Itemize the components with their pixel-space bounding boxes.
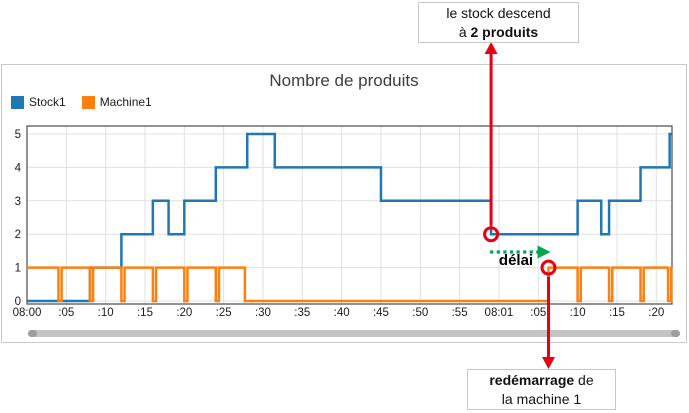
chart-legend: Stock1 Machine1 [11, 95, 152, 109]
horizontal-scrollbar[interactable] [28, 330, 680, 337]
legend-label-stock1: Stock1 [29, 95, 66, 109]
stock-drop-arrowhead-icon [484, 42, 498, 54]
annotation-stock-drop-box: le stock descend à 2 produits [418, 2, 579, 43]
legend-item-stock1: Stock1 [11, 95, 66, 109]
delay-label: délai [498, 252, 534, 269]
annotation-stock-drop-line2: à 2 produits [458, 24, 539, 40]
restart-arrowhead-icon [542, 357, 556, 369]
chart-widget: Nombre de produits Stock1 Machine1 [1, 64, 687, 343]
annotation-stock-drop-line1: le stock descend [446, 5, 551, 21]
stock1-swatch-icon [11, 95, 24, 109]
annotation-restart-box: redémarrage de la machine 1 [467, 369, 616, 410]
chart-title: Nombre de produits [269, 71, 419, 90]
machine1-swatch-icon [81, 95, 95, 109]
annotation-restart-line1: redémarrage de [489, 372, 594, 388]
legend-label-machine1: Machine1 [99, 95, 152, 109]
annotation-restart-line2: la machine 1 [501, 391, 582, 407]
legend-item-machine1: Machine1 [81, 95, 152, 109]
